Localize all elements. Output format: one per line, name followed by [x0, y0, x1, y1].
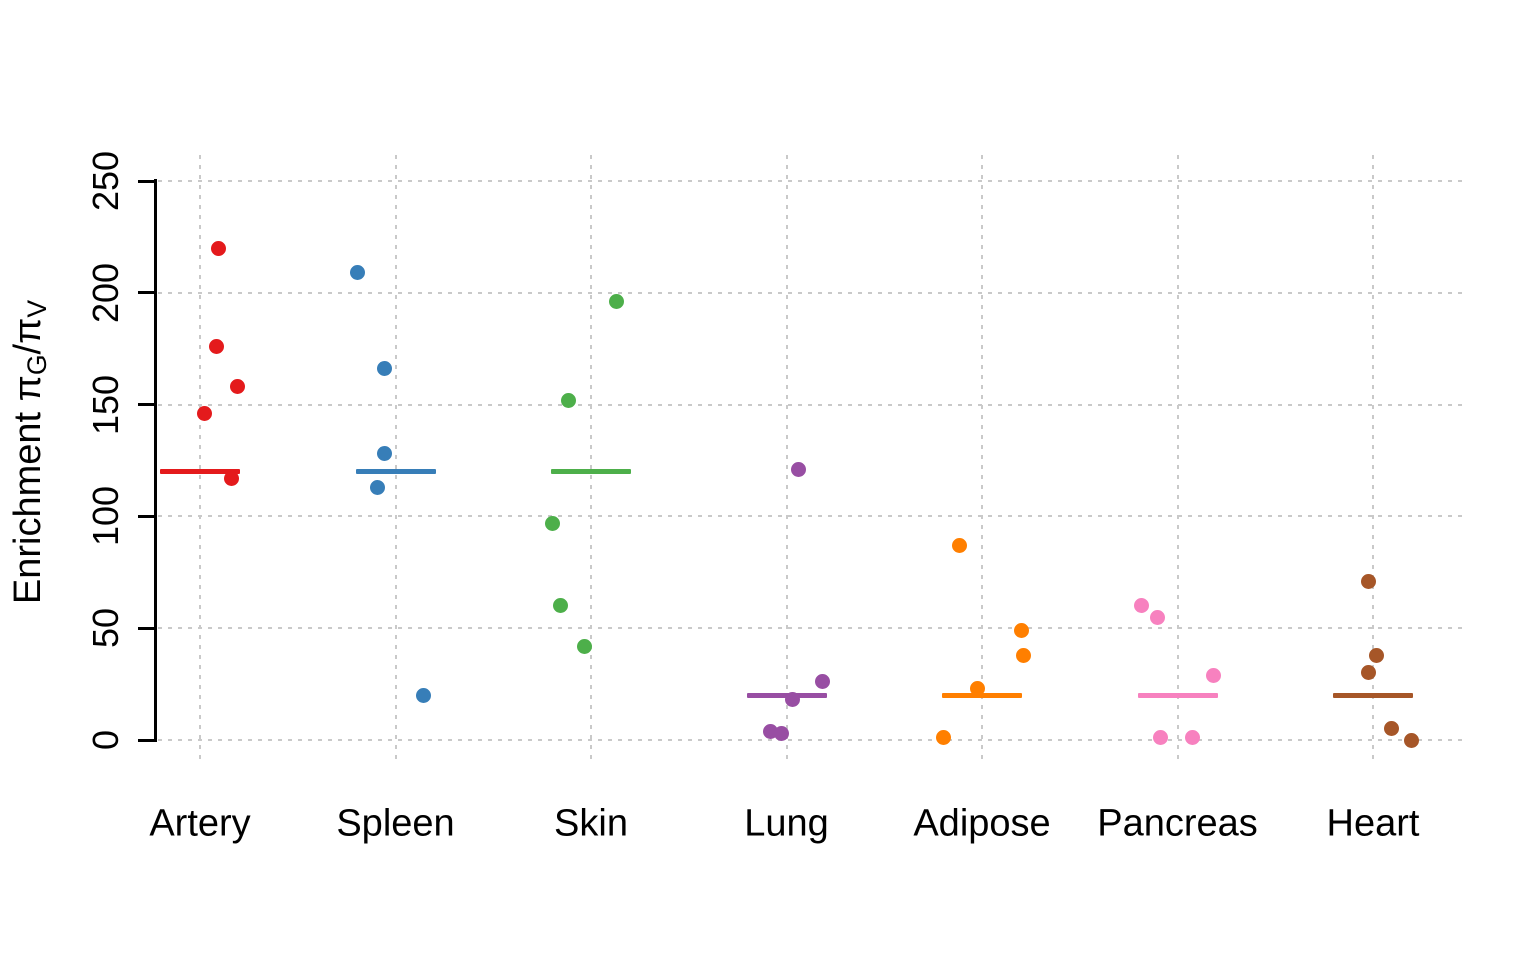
y-axis-tick [138, 738, 154, 742]
median-line [942, 692, 1022, 698]
median-line [551, 469, 631, 475]
median-line [1333, 692, 1413, 698]
data-point [208, 338, 224, 354]
y-axis-tick [138, 291, 154, 295]
data-point [552, 598, 568, 614]
horizontal-gridline [158, 515, 1462, 518]
vertical-gridline [981, 155, 983, 760]
y-axis-tick [138, 403, 154, 407]
vertical-gridline [199, 155, 201, 760]
y-axis-line [154, 179, 157, 742]
data-point [210, 240, 226, 256]
data-point [377, 446, 392, 462]
data-point [1013, 622, 1029, 638]
vertical-gridline [1372, 155, 1374, 760]
data-point [791, 461, 806, 477]
y-axis-tick [138, 179, 154, 183]
data-point [544, 515, 560, 531]
data-point [935, 730, 951, 746]
category-label: Pancreas [1097, 802, 1258, 845]
data-point [969, 681, 985, 697]
y-axis-title-subscript: G [21, 354, 52, 376]
data-point [223, 470, 239, 486]
data-point [1153, 730, 1168, 746]
category-label: Skin [554, 802, 628, 845]
horizontal-gridline [158, 403, 1462, 406]
vertical-gridline [785, 155, 788, 760]
data-point [1134, 598, 1149, 614]
category-label: Adipose [913, 802, 1051, 845]
y-tick-label: 100 [85, 486, 126, 547]
category-label: Lung [744, 802, 829, 845]
y-axis-tick [138, 514, 154, 518]
data-point [1383, 721, 1399, 737]
median-line [160, 469, 240, 475]
y-tick-label: 250 [85, 150, 126, 212]
data-point [1150, 609, 1165, 625]
data-point [785, 692, 800, 708]
data-point [1185, 730, 1200, 746]
data-point [229, 379, 245, 395]
vertical-gridline [1176, 155, 1179, 760]
data-point [951, 537, 967, 553]
horizontal-gridline [158, 180, 1462, 182]
data-point [774, 725, 789, 741]
y-tick-label: 200 [85, 262, 126, 323]
vertical-gridline [590, 155, 592, 760]
horizontal-gridline [158, 627, 1462, 630]
data-point [1360, 665, 1376, 681]
category-label: Artery [149, 802, 251, 845]
horizontal-gridline [158, 291, 1462, 294]
y-axis-title-subscript: V [21, 299, 52, 318]
data-point [377, 361, 392, 377]
y-tick-label: 0 [85, 729, 126, 751]
y-axis-tick [138, 626, 154, 630]
data-point [1368, 647, 1384, 663]
category-label: Spleen [336, 802, 455, 845]
data-point [416, 687, 431, 703]
median-line [355, 469, 436, 475]
vertical-gridline [394, 155, 397, 760]
data-point [1403, 732, 1419, 748]
category-label: Heart [1326, 802, 1420, 845]
y-axis-title: Enrichment πG/πV [7, 299, 52, 605]
data-point [196, 406, 212, 422]
data-point [560, 392, 576, 408]
y-tick-label: 150 [85, 374, 126, 435]
data-point [1206, 667, 1221, 683]
data-point [576, 638, 592, 654]
y-tick-label: 50 [85, 608, 126, 649]
data-point [370, 479, 385, 495]
data-point [1015, 647, 1031, 663]
data-point [350, 265, 365, 281]
data-point [608, 294, 624, 310]
horizontal-gridline [158, 739, 1462, 741]
data-point [815, 674, 830, 690]
median-line [1137, 692, 1218, 698]
data-point [1360, 573, 1376, 589]
